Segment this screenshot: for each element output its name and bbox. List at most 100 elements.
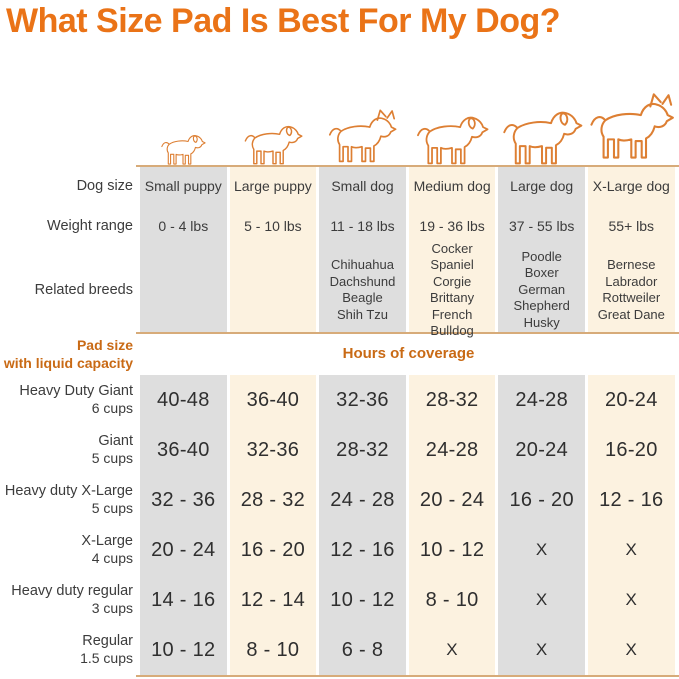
hours-value-cell: 8 - 10	[425, 588, 479, 611]
hours-value-cell: 12 - 14	[240, 588, 306, 611]
hours-value-cell: 20-24	[604, 388, 658, 411]
pad-capacity: 3 cups	[91, 600, 133, 616]
hours-value-cell: 8 - 10	[246, 638, 300, 661]
hours-value-cell: 20 - 24	[151, 538, 216, 561]
weight-range-cell: 5 - 10 lbs	[244, 218, 302, 234]
hours-of-coverage-header: Hours of coverage	[342, 345, 475, 362]
breed-name: Brittany	[430, 290, 475, 305]
x-large-dog-icon	[588, 86, 675, 165]
pad-capacity: 4 cups	[91, 550, 133, 566]
hours-value-cell: 24 - 28	[330, 488, 395, 511]
dog-size-cell: Large puppy	[233, 177, 312, 194]
hours-value-cell: 32-36	[246, 438, 300, 461]
related-breeds-cell: Poodle Boxer German Shepherd Husky	[498, 248, 585, 330]
row-label-related-breeds: Related breeds	[34, 282, 133, 298]
column-background-upper	[408, 167, 496, 332]
mid-divider	[136, 332, 679, 334]
column-background-upper	[319, 167, 406, 332]
breed-name: Great Dane	[597, 306, 665, 322]
hours-value-cell: 6 - 8	[341, 638, 384, 661]
dog-size-cell: Small puppy	[144, 177, 222, 194]
hours-value-cell: 10 - 12	[330, 588, 395, 611]
breed-name: Dachshund	[329, 273, 396, 289]
pad-capacity: 6 cups	[91, 400, 133, 416]
breed-name: Labrador	[605, 273, 658, 289]
breed-name: Husky	[523, 314, 560, 330]
pad-name: Giant	[98, 433, 133, 449]
column-background-upper	[588, 167, 675, 332]
dog-size-cell: Large dog	[510, 177, 574, 194]
weight-range-cell: 11 - 18 lbs	[330, 218, 395, 234]
hours-value-cell: 28-32	[425, 388, 479, 411]
hours-value-cell: 10 - 12	[419, 538, 485, 561]
breed-name: French Bulldog	[430, 306, 474, 339]
related-breeds-cell: Cocker Spaniel Corgie Brittany French Bulld…	[409, 241, 496, 339]
small-dog-icon	[319, 106, 406, 165]
weight-range-cell: 37 - 55 lbs	[509, 218, 575, 234]
breed-name: Shih Tzu	[336, 306, 389, 322]
breed-name: Bernese	[607, 257, 656, 272]
pad-row-label: Heavy duty X-Large 5 cups	[0, 475, 133, 525]
column-background-lower	[588, 375, 675, 675]
pad-row-label: Regular 1.5 cups	[0, 625, 133, 675]
pad-name: Heavy duty regular	[11, 583, 133, 599]
breed-name: Corgie	[432, 273, 472, 289]
large-dog-icon	[498, 101, 585, 165]
hours-value-cell: 36-40	[156, 438, 210, 461]
dog-size-cell: Medium dog	[413, 177, 491, 194]
bottom-divider	[136, 675, 679, 677]
pad-name: Regular	[82, 633, 133, 649]
row-label-dog-size: Dog size	[76, 177, 133, 194]
row-label-weight-range: Weight range	[47, 218, 133, 234]
page-title: What Size Pad Is Best For My Dog?	[6, 2, 561, 40]
pad-row-label: Heavy Duty Giant 6 cups	[0, 375, 133, 425]
hours-value-cell: 20 - 24	[419, 488, 485, 511]
hours-value-cell: 14 - 16	[151, 588, 216, 611]
hours-value-cell: 24-28	[515, 388, 569, 411]
column-background-lower	[498, 375, 585, 675]
breed-name: Beagle	[342, 290, 383, 305]
pad-name: X-Large	[81, 533, 133, 549]
pad-row-label: Giant 5 cups	[0, 425, 133, 475]
medium-dog-icon	[409, 107, 496, 165]
breed-name: German Shepherd	[513, 281, 570, 314]
hours-value-cell: 16 - 20	[240, 538, 306, 561]
hours-value-cell: 32 - 36	[151, 488, 216, 511]
related-breeds-cell: Chihuahua Dachshund Beagle Shih Tzu	[319, 250, 406, 330]
weight-range-cell: 55+ lbs	[608, 218, 655, 234]
related-breeds-cell: Bernese Labrador Rottweiler Great Dane	[588, 250, 675, 330]
weight-range-cell: 19 - 36 lbs	[419, 218, 485, 234]
row-label-pad-size: Pad size with liquid capacity	[3, 337, 133, 371]
hours-not-applicable-cell: X	[535, 590, 548, 609]
hours-not-applicable-cell: X	[535, 540, 548, 559]
column-background-lower	[140, 375, 227, 675]
hours-not-applicable-cell: X	[535, 640, 548, 659]
hours-value-cell: 28-32	[336, 438, 389, 461]
dog-baseline-divider	[136, 165, 679, 167]
pad-name: Heavy duty X-Large	[4, 483, 133, 499]
hours-value-cell: 20-24	[515, 438, 569, 461]
small-puppy-dog-icon	[140, 129, 227, 165]
weight-range-cell: 0 - 4 lbs	[158, 218, 209, 234]
related-breeds-cell	[140, 250, 227, 330]
breed-name: Chihuahua	[331, 257, 394, 272]
hours-value-cell: 12 - 16	[330, 538, 395, 561]
large-puppy-dog-icon	[230, 118, 317, 165]
dog-size-cell: Small dog	[331, 177, 394, 194]
hours-value-cell: 12 - 16	[599, 488, 664, 511]
breed-name: Poodle	[521, 248, 562, 264]
breed-name: Rottweiler	[602, 290, 661, 305]
hours-not-applicable-cell: X	[625, 640, 638, 659]
pad-capacity: 5 cups	[91, 450, 133, 466]
hours-value-cell: 10 - 12	[151, 638, 216, 661]
column-background-lower	[408, 375, 496, 675]
pad-row-label: Heavy duty regular 3 cups	[0, 575, 133, 625]
pad-row-label: X-Large 4 cups	[0, 525, 133, 575]
column-background-upper	[140, 167, 227, 332]
pad-capacity: 1.5 cups	[80, 650, 133, 666]
hours-value-cell: 36-40	[246, 388, 300, 411]
hours-not-applicable-cell: X	[625, 590, 638, 609]
pad-name: Heavy Duty Giant	[19, 383, 133, 399]
pad-capacity: 5 cups	[91, 500, 133, 516]
